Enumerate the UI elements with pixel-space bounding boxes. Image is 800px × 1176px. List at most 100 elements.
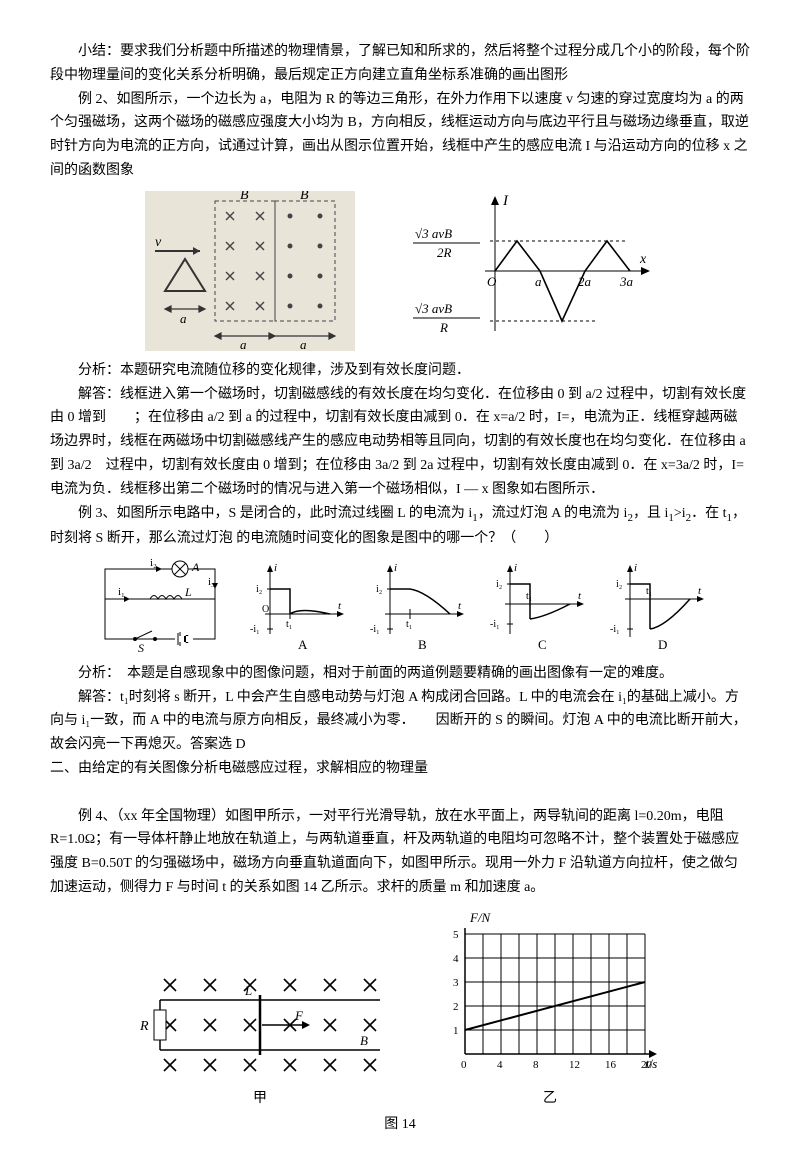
svg-text:16: 16	[605, 1059, 617, 1071]
b-label: B	[360, 1033, 368, 1048]
a-label-2: a	[300, 337, 307, 351]
ex4-label: 例 4、	[78, 809, 117, 824]
r-label: R	[139, 1019, 149, 1034]
summary-label: 小结：	[78, 44, 120, 59]
opt-d-t: t	[698, 585, 702, 597]
v-label: v	[155, 235, 162, 250]
ex2-figures: v B B a a a I x a 2a 3a O	[50, 191, 750, 351]
ex3-t2: ，流过灯泡 A 的电流为 i	[478, 506, 628, 521]
ex4-ft-graph: F/N t/s 12345048121620	[430, 910, 670, 1085]
l-label: L	[244, 983, 252, 998]
ex2-label: 例 2、	[78, 92, 117, 107]
opt-d-i2: i₂	[616, 579, 622, 590]
opt-c-i: i	[514, 562, 517, 574]
x-axis-label: x	[639, 252, 647, 267]
svg-text:8: 8	[533, 1059, 539, 1071]
svg-text:O: O	[487, 274, 497, 289]
opt-a-o: O	[262, 604, 269, 615]
ex3-option-d: i₂ -i₁ i t t₁ D	[610, 559, 710, 654]
ex2-answer: 解答：线框进入第一个磁场时，切割磁感线的有效长度在均匀变化．在位移由 0 到 a…	[50, 383, 750, 502]
ex4-left-wrap: R L F B 甲	[130, 955, 390, 1111]
svg-text:20: 20	[641, 1059, 653, 1071]
b-label-1: B	[240, 191, 249, 203]
opt-a-label: A	[298, 637, 308, 652]
i2-label: i₂	[150, 559, 157, 569]
ex3-figures: A L S i₁ i₂ i₃ i₂ -i₁ i t O t₁ A	[50, 559, 750, 654]
opt-a-i2: i₂	[256, 584, 262, 595]
svg-text:3: 3	[453, 977, 459, 989]
ex2-para: 例 2、如图所示，一个边长为 a，电阻为 R 的等边三角形，在外力作用下以速度 …	[50, 88, 750, 183]
a-label-1: a	[240, 337, 247, 351]
ex3-t3: ，且 i	[633, 506, 668, 521]
ex2-answer-text: 线框进入第一个磁场时，切割磁感线的有效长度在均匀变化．在位移由 0 到 a/2 …	[50, 387, 746, 497]
i1-label: i₁	[118, 586, 125, 598]
opt-c-label: C	[538, 637, 547, 652]
ex2-analysis-label: 分析：	[78, 363, 120, 378]
tick-2a: 2a	[578, 274, 592, 289]
ex4-rail-diagram: R L F B	[130, 955, 390, 1085]
svg-text:2: 2	[453, 1001, 459, 1013]
ex3-answer-label: 解答：	[78, 690, 120, 705]
frac-top-num: √3 avB	[415, 226, 452, 241]
ex3-answer: 解答：t₁时刻将 s 断开，L 中会产生自感电动势与灯泡 A 构成闭合回路。L …	[50, 686, 750, 757]
opt-c-ni1: -i₁	[490, 619, 500, 630]
summary-text: 要求我们分析题中所描述的物理情景，了解已知和所求的，然后将整个过程分成几个小的阶…	[50, 44, 750, 83]
ex3-option-c: i₂ -i₁ i t t₁ C	[490, 559, 590, 654]
frac-top-den: 2R	[437, 245, 452, 260]
tick-a: a	[535, 274, 542, 289]
ex3-para: 例 3、如图所示电路中，S 是闭合的，此时流过线圈 L 的电流为 i1，流过灯泡…	[50, 502, 750, 551]
ex3-option-a: i₂ -i₁ i t O t₁ A	[250, 559, 350, 654]
ex2-analysis: 分析：本题研究电流随位移的变化规律，涉及到有效长度问题．	[50, 359, 750, 383]
ex3-t4: >i	[674, 506, 686, 521]
ex2-text: 如图所示，一个边长为 a，电阻为 R 的等边三角形，在外力作用下以速度 v 匀速…	[50, 92, 749, 178]
ex4-text: （xx 年全国物理）如图甲所示，一对平行光滑导轨，放在水平面上，两导轨间的距离 …	[50, 809, 739, 895]
svg-text:12: 12	[569, 1059, 580, 1071]
ex3-t5: ．在 t	[691, 506, 726, 521]
opt-a-i: i	[274, 562, 277, 574]
ex4-caption-left: 甲	[130, 1087, 390, 1111]
lamp-a-label: A	[191, 560, 200, 574]
opt-d-i: i	[634, 562, 637, 574]
ex2-answer-label: 解答：	[78, 387, 120, 402]
ft-ylabel: F/N	[469, 910, 492, 925]
opt-b-i: i	[394, 562, 397, 574]
opt-b-label: B	[418, 637, 427, 652]
ex3-analysis: 分析： 本题是自感现象中的图像问题，相对于前面的两道例题要精确的画出图像有一定的…	[50, 662, 750, 686]
ex3-circuit: A L S i₁ i₂ i₃	[90, 559, 230, 654]
summary-para: 小结：要求我们分析题中所描述的物理情景，了解已知和所求的，然后将整个过程分成几个…	[50, 40, 750, 88]
ex3-option-b: i₂ -i₁ i t t₁ B	[370, 559, 470, 654]
opt-d-t1: t₁	[646, 586, 652, 597]
opt-d-ni1: -i₁	[610, 624, 620, 635]
opt-c-t: t	[578, 590, 582, 602]
b-label-2: B	[300, 191, 309, 203]
svg-text:1: 1	[453, 1025, 459, 1037]
inductor-label: L	[184, 585, 192, 599]
ex3-analysis-label: 分析：	[78, 666, 113, 681]
a-label-3: a	[180, 311, 187, 326]
svg-text:4: 4	[497, 1059, 503, 1071]
ex4-figures: R L F B 甲 F/N t/s 12345048121620 乙	[50, 910, 750, 1111]
ex4-right-wrap: F/N t/s 12345048121620 乙	[430, 910, 670, 1111]
opt-c-t1: t₁	[526, 591, 532, 602]
ex3-label: 例 3、	[78, 506, 117, 521]
svg-text:4: 4	[453, 953, 459, 965]
ex3-answer-text: t₁时刻将 s 断开，L 中会产生自感电动势与灯泡 A 构成闭合回路。L 中的电…	[50, 690, 747, 753]
i-axis-label: I	[502, 193, 509, 209]
frac-bot-den: R	[439, 320, 448, 335]
opt-d-label: D	[658, 637, 667, 652]
opt-a-t1: t₁	[286, 619, 292, 630]
ex2-analysis-text: 本题研究电流随位移的变化规律，涉及到有效长度问题．	[120, 363, 470, 378]
tick-3a: 3a	[619, 274, 634, 289]
opt-b-t1: t₁	[406, 619, 412, 630]
opt-a-ni1: -i₁	[250, 624, 260, 635]
svg-text:5: 5	[453, 929, 459, 941]
ex2-ix-graph: I x a 2a 3a O √3 avB 2R √3 avB R	[395, 191, 655, 351]
frac-bot-num: √3 avB	[415, 301, 452, 316]
switch-label: S	[138, 641, 144, 654]
ex4-para: 例 4、（xx 年全国物理）如图甲所示，一对平行光滑导轨，放在水平面上，两导轨间…	[50, 805, 750, 900]
f-label: F	[294, 1008, 304, 1023]
ex3-t1: 如图所示电路中，S 是闭合的，此时流过线圈 L 的电流为 i	[117, 506, 473, 521]
ex2-field-diagram: v B B a a a	[145, 191, 355, 351]
opt-a-t: t	[338, 600, 342, 612]
ex4-caption-right: 乙	[430, 1087, 670, 1111]
